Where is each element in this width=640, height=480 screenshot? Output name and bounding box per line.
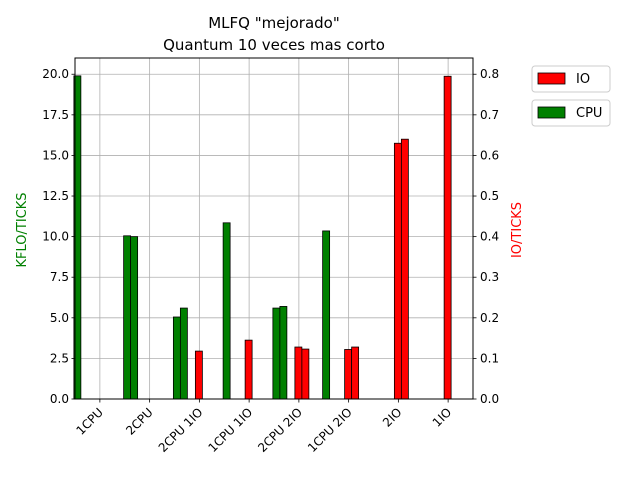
bar-cpu <box>279 306 288 400</box>
bar-cpu <box>179 307 188 400</box>
right-tick-label: 0.4 <box>480 230 499 244</box>
left-tick-label: 10.0 <box>42 230 69 244</box>
right-tick-label: 0.5 <box>480 189 499 203</box>
right-tick-label: 0.8 <box>480 67 499 81</box>
left-tick-label: 7.5 <box>50 270 69 284</box>
legend: IO CPU <box>531 65 611 127</box>
left-tick-label: 12.5 <box>42 189 69 203</box>
x-tick-label: 2CPU 2IO <box>255 405 305 455</box>
left-tick-label: 15.0 <box>42 148 69 162</box>
x-tick-label: 2IO <box>380 405 404 429</box>
right-tick-label: 0.2 <box>480 311 499 325</box>
right-tick-label: 0.3 <box>480 270 499 284</box>
left-tick-label: 0.0 <box>50 392 69 406</box>
left-tick-label: 2.5 <box>50 351 69 365</box>
bar-io <box>393 142 402 400</box>
right-axis-label: IO/TICKS <box>510 202 525 258</box>
x-tick-label: 2CPU <box>123 405 156 438</box>
left-tick-label: 5.0 <box>50 311 69 325</box>
legend-label: IO <box>576 72 590 87</box>
x-tick-label: 1IO <box>430 405 454 429</box>
legend-label: CPU <box>576 106 602 121</box>
bar-io <box>244 339 253 400</box>
bar-io <box>351 346 360 400</box>
bar-io <box>194 350 203 400</box>
left-axis: 0.0 2.5 5.0 7.5 10.0 12.5 15.0 17.5 20.0 <box>42 67 75 406</box>
right-tick-label: 0.7 <box>480 108 499 122</box>
bar-cpu <box>272 307 281 400</box>
left-tick-label: 20.0 <box>42 67 69 81</box>
bar-io <box>443 75 452 400</box>
chart-subtitle: Quantum 10 veces mas corto <box>163 36 385 54</box>
x-tick-label: 2CPU 1IO <box>156 405 206 455</box>
bar-cpu <box>172 316 181 400</box>
bars <box>73 75 452 400</box>
bar-io <box>294 346 303 400</box>
right-tick-label: 0.0 <box>480 392 499 406</box>
legend-swatch <box>537 72 566 85</box>
left-tick-label: 17.5 <box>42 108 69 122</box>
x-tick-label: 1CPU 2IO <box>305 405 355 455</box>
left-axis-label: KFLO/TICKS <box>15 192 30 267</box>
right-tick-label: 0.1 <box>480 351 499 365</box>
bar-io <box>400 138 409 400</box>
plot-frame <box>74 57 474 400</box>
bar-cpu <box>222 222 231 400</box>
bar-cpu <box>123 235 132 400</box>
bar-io <box>344 349 353 400</box>
chart-title: MLFQ "mejorado" <box>208 14 340 32</box>
legend-box <box>531 65 611 93</box>
bar-io <box>301 348 310 400</box>
x-tick-label: 1CPU <box>73 405 106 438</box>
legend-box <box>531 99 611 127</box>
legend-swatch <box>537 106 566 119</box>
right-axis: 0.0 0.1 0.2 0.3 0.4 0.5 0.6 0.7 0.8 <box>473 67 499 406</box>
bar-cpu <box>130 236 139 400</box>
x-tick-label: 1CPU 1IO <box>205 405 255 455</box>
chart-title-group: MLFQ "mejorado" Quantum 10 veces mas cor… <box>163 14 385 54</box>
right-tick-label: 0.6 <box>480 148 499 162</box>
x-axis: 1CPU 2CPU 2CPU 1IO 1CPU 1IO 2CPU 2IO 1CPU 2IO… <box>73 399 454 455</box>
bar-cpu <box>322 230 331 400</box>
